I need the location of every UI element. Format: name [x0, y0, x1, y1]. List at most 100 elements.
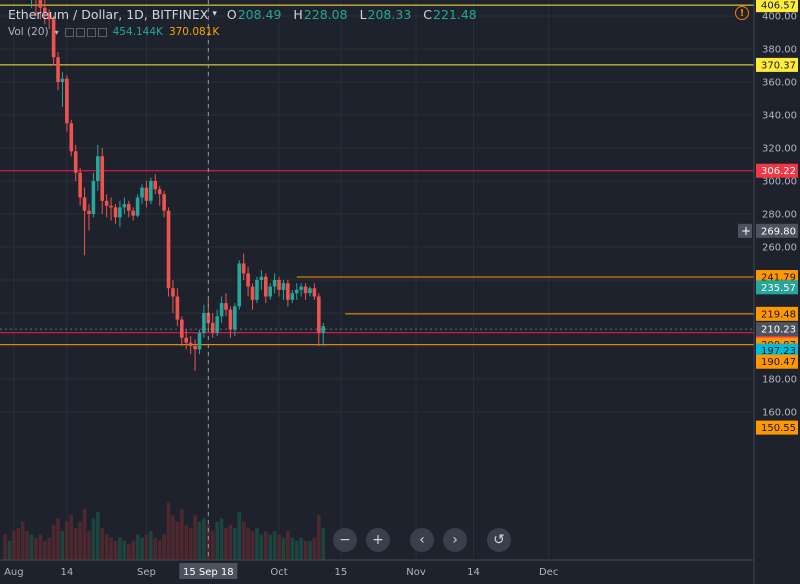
- candle-body: [118, 207, 122, 218]
- candle-body: [91, 181, 96, 214]
- candle-body: [162, 194, 166, 211]
- volume-bar: [193, 515, 197, 560]
- ohlc-close-label: C: [423, 6, 432, 22]
- volume-bar: [69, 515, 74, 560]
- price-label: 269.80: [761, 226, 796, 237]
- volume-bar: [91, 518, 96, 560]
- price-label: 241.79: [761, 273, 796, 284]
- candle-body: [286, 283, 290, 300]
- x-tick-label: Aug: [4, 567, 24, 578]
- y-tick-label: 360.00: [762, 78, 797, 89]
- volume-bar: [3, 534, 7, 560]
- zoom-out-button[interactable]: −: [333, 528, 357, 552]
- candle-body: [96, 156, 100, 181]
- volume-bar: [263, 531, 268, 560]
- y-tick-label: 380.00: [762, 45, 797, 56]
- candle-body: [263, 276, 268, 297]
- candle-body: [78, 172, 82, 198]
- candle-body: [228, 309, 233, 330]
- ohlc-readout: O208.49 H228.08 L208.33 C221.48: [227, 7, 485, 22]
- candle-body: [42, 7, 47, 13]
- price-label: 370.37: [761, 60, 796, 71]
- candle-body: [140, 187, 144, 198]
- x-tick-label: 14: [61, 567, 74, 578]
- price-label: 190.47: [761, 357, 796, 368]
- x-tick-label: 14: [467, 567, 480, 578]
- candle-body: [206, 313, 211, 323]
- y-tick-label: 340.00: [762, 111, 797, 122]
- candle-body: [47, 12, 51, 20]
- chevron-down-icon[interactable]: ▾: [54, 27, 59, 37]
- volume-bar: [73, 528, 78, 560]
- volume-bar: [42, 540, 47, 560]
- y-tick-label: 280.00: [762, 210, 797, 221]
- volume-bar: [118, 537, 122, 560]
- indicator-buttons: [64, 27, 107, 37]
- volume-value: 454.144K: [112, 26, 163, 38]
- settings-icon[interactable]: [75, 27, 85, 37]
- volume-bar: [281, 537, 286, 560]
- candle-body: [255, 280, 259, 300]
- price-label-box: [756, 306, 798, 321]
- candle-body: [87, 210, 91, 214]
- ohlc-high-value: 228.08: [303, 6, 348, 22]
- volume-bar: [268, 534, 272, 560]
- volume-bar: [259, 534, 264, 560]
- eye-icon[interactable]: [64, 27, 74, 37]
- volume-bar: [109, 537, 113, 560]
- price-label: 406.57: [761, 1, 796, 12]
- price-label-box: [756, 280, 798, 295]
- candle-body: [202, 313, 206, 333]
- price-label: 306.22: [761, 166, 796, 177]
- scroll-right-button[interactable]: ›: [443, 528, 467, 552]
- volume-bar: [171, 515, 175, 560]
- volume-label[interactable]: Vol (20): [8, 26, 49, 38]
- ohlc-high-label: H: [293, 6, 303, 22]
- volume-bar: [65, 521, 69, 560]
- reset-chart-button[interactable]: ↺: [487, 528, 511, 552]
- volume-bar: [47, 537, 51, 560]
- volume-bar: [157, 540, 162, 560]
- symbol-selector[interactable]: Ethereum / Dollar, 1D, BITFINEX ▾: [8, 7, 217, 22]
- candle-body: [65, 78, 69, 124]
- candle-body: [153, 181, 158, 190]
- candle-body: [241, 263, 246, 274]
- y-tick-label: 320.00: [762, 144, 797, 155]
- volume-bar: [51, 524, 56, 560]
- candle-body: [219, 303, 224, 317]
- volume-bar: [255, 528, 259, 560]
- warning-icon[interactable]: !: [735, 6, 749, 20]
- more-icon[interactable]: [97, 27, 107, 37]
- volume-bar: [34, 537, 38, 560]
- volume-bar: [241, 521, 246, 560]
- candle-body: [166, 210, 171, 289]
- volume-bar: [224, 528, 228, 560]
- candle-body: [308, 288, 312, 294]
- volume-bar: [215, 521, 219, 560]
- volume-bar: [233, 528, 237, 560]
- candle-body: [126, 204, 131, 211]
- ohlc-low-label: L: [359, 6, 367, 22]
- chevron-down-icon: ▾: [212, 9, 217, 19]
- candle-body: [104, 200, 109, 206]
- volume-bar: [286, 531, 290, 560]
- candle-body: [294, 289, 299, 294]
- candle-body: [210, 322, 215, 333]
- volume-bar: [16, 528, 21, 560]
- candle-body: [175, 296, 180, 320]
- price-label-box: [756, 163, 798, 178]
- x-tick-label: Nov: [406, 567, 426, 578]
- volume-bar: [60, 531, 65, 560]
- volume-bar: [312, 537, 317, 560]
- volume-bar: [202, 518, 206, 560]
- candle-body: [290, 293, 295, 300]
- zoom-in-button[interactable]: +: [366, 528, 390, 552]
- candle-body: [215, 316, 219, 333]
- scroll-left-button[interactable]: ‹: [410, 528, 434, 552]
- volume-bar: [135, 534, 140, 560]
- remove-icon[interactable]: [86, 27, 96, 37]
- candle-body: [246, 273, 250, 287]
- volume-bar: [78, 521, 82, 560]
- candle-body: [224, 303, 228, 310]
